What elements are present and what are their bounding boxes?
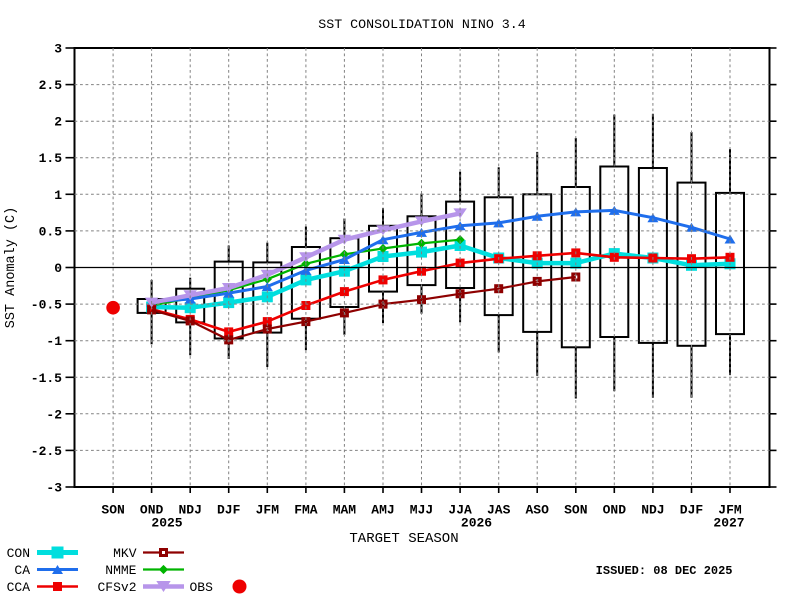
svg-text:-2: -2 <box>46 407 62 422</box>
svg-text:OND: OND <box>140 503 164 518</box>
svg-text:JFM: JFM <box>718 503 742 518</box>
svg-text:MJJ: MJJ <box>410 503 433 518</box>
svg-text:-2.5: -2.5 <box>31 444 62 459</box>
svg-text:AMJ: AMJ <box>371 503 394 518</box>
svg-text:0: 0 <box>54 261 62 276</box>
svg-text:CCA: CCA <box>7 580 31 595</box>
svg-text:JFM: JFM <box>256 503 280 518</box>
svg-text:CON: CON <box>7 546 30 561</box>
svg-text:2026: 2026 <box>461 516 492 531</box>
svg-text:-1.5: -1.5 <box>31 371 62 386</box>
svg-text:OND: OND <box>603 503 627 518</box>
svg-text:2025: 2025 <box>151 516 182 531</box>
svg-text:TARGET SEASON: TARGET SEASON <box>349 531 458 547</box>
svg-text:ASO: ASO <box>525 503 549 518</box>
svg-text:SST CONSOLIDATION NINO 3.4: SST CONSOLIDATION NINO 3.4 <box>318 17 525 32</box>
svg-text:FMA: FMA <box>294 503 318 518</box>
svg-text:SON: SON <box>564 503 587 518</box>
svg-text:2: 2 <box>54 115 62 130</box>
svg-text:SON: SON <box>101 503 124 518</box>
svg-text:-3: -3 <box>46 481 62 496</box>
svg-text:DJF: DJF <box>217 503 241 518</box>
svg-text:ISSUED: 08 DEC 2025: ISSUED: 08 DEC 2025 <box>596 564 733 578</box>
svg-text:0.5: 0.5 <box>39 224 63 239</box>
svg-text:2.5: 2.5 <box>39 78 63 93</box>
svg-text:MAM: MAM <box>333 503 357 518</box>
svg-text:-1: -1 <box>46 334 62 349</box>
svg-text:OBS: OBS <box>190 580 214 595</box>
svg-text:1: 1 <box>54 188 62 203</box>
svg-text:-0.5: -0.5 <box>31 298 62 313</box>
svg-text:2027: 2027 <box>713 516 744 531</box>
svg-text:DJF: DJF <box>680 503 704 518</box>
svg-text:3: 3 <box>54 42 62 57</box>
svg-text:NDJ: NDJ <box>178 503 201 518</box>
svg-text:1.5: 1.5 <box>39 151 63 166</box>
svg-text:JJA: JJA <box>448 503 472 518</box>
svg-text:SST Anomaly (C): SST Anomaly (C) <box>4 207 19 329</box>
svg-text:MKV: MKV <box>113 546 137 561</box>
svg-text:NDJ: NDJ <box>641 503 664 518</box>
svg-text:JAS: JAS <box>487 503 511 518</box>
svg-text:NMME: NMME <box>105 563 136 578</box>
svg-text:CFSv2: CFSv2 <box>97 580 136 595</box>
svg-text:CA: CA <box>14 563 30 578</box>
